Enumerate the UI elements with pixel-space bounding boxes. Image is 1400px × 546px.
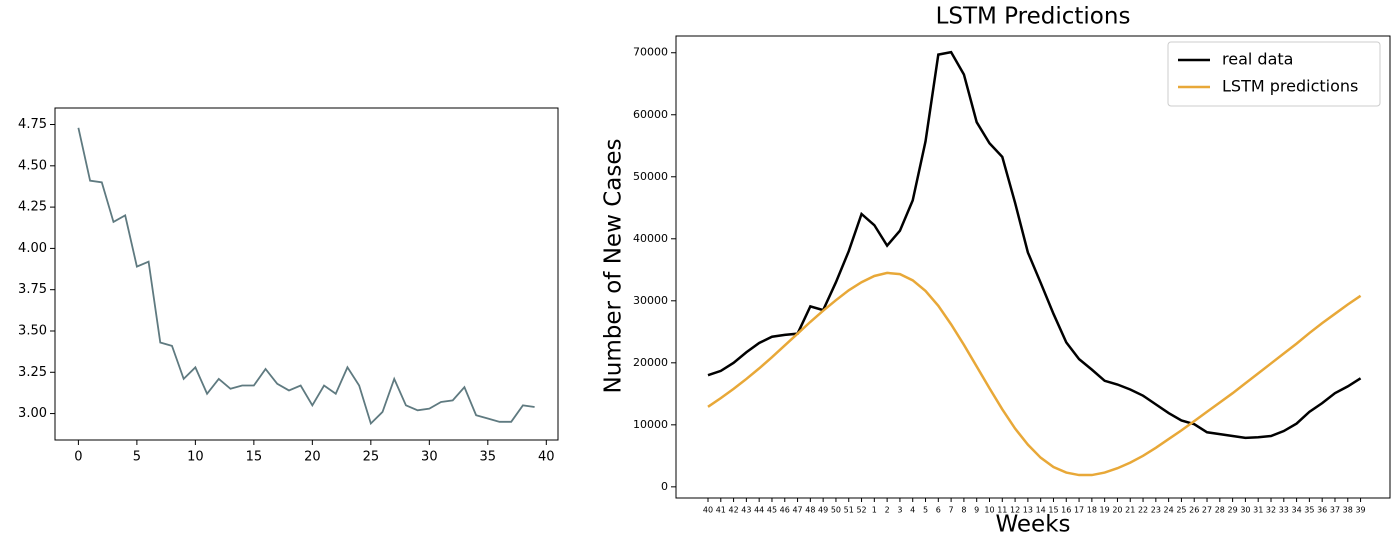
y-tick-label: 0 (661, 480, 668, 493)
x-tick-label: 20 (304, 450, 321, 465)
y-tick-label: 70000 (633, 46, 668, 59)
x-tick-label: 18 (1087, 506, 1097, 515)
x-tick-label: 15 (246, 450, 263, 465)
y-tick-label: 40000 (633, 232, 668, 245)
x-tick-label: 19 (1100, 506, 1110, 515)
x-tick-label: 6 (936, 506, 941, 515)
x-tick-label: 49 (818, 506, 828, 515)
x-tick-label: 52 (856, 506, 866, 515)
y-tick-label: 3.50 (18, 323, 47, 338)
x-tick-label: 29 (1228, 506, 1238, 515)
x-tick-label: 36 (1317, 506, 1327, 515)
x-tick-label: 3 (897, 506, 902, 515)
y-tick-label: 3.25 (18, 365, 47, 380)
x-tick-label: 1 (872, 506, 877, 515)
x-tick-label: 40 (703, 506, 713, 515)
legend-label: real data (1222, 50, 1293, 69)
chart-title: LSTM Predictions (936, 4, 1131, 30)
x-tick-label: 50 (831, 506, 841, 515)
x-tick-label: 43 (741, 506, 751, 515)
y-tick-label: 3.75 (18, 282, 47, 297)
x-tick-label: 21 (1125, 506, 1135, 515)
x-tick-label: 2 (885, 506, 890, 515)
y-tick-label: 10000 (633, 418, 668, 431)
x-tick-label: 44 (754, 506, 764, 515)
x-tick-label: 25 (1176, 506, 1186, 515)
x-tick-label: 11 (997, 506, 1007, 515)
x-tick-label: 30 (421, 450, 438, 465)
x-tick-label: 35 (480, 450, 497, 465)
y-tick-label: 4.50 (18, 158, 47, 173)
data-line (707, 50, 1362, 440)
x-tick-label: 24 (1164, 506, 1174, 515)
y-tick-label: 20000 (633, 356, 668, 369)
x-tick-label: 5 (133, 450, 141, 465)
x-tick-label: 31 (1253, 506, 1263, 515)
y-tick-label: 3.00 (18, 406, 47, 421)
x-tick-label: 46 (780, 506, 790, 515)
x-tick-label: 23 (1151, 506, 1161, 515)
x-tick-label: 30 (1240, 506, 1250, 515)
x-tick-label: 26 (1189, 506, 1199, 515)
x-tick-label: 10 (984, 506, 994, 515)
x-tick-label: 40 (538, 450, 555, 465)
x-tick-label: 14 (1036, 506, 1046, 515)
x-tick-label: 15 (1048, 506, 1058, 515)
x-tick-label: 16 (1061, 506, 1071, 515)
x-tick-label: 4 (910, 506, 915, 515)
y-tick-label: 4.00 (18, 241, 47, 256)
data-line (77, 127, 535, 426)
x-tick-label: 39 (1355, 506, 1365, 515)
y-tick-label: 4.25 (18, 200, 47, 215)
x-tick-label: 37 (1330, 506, 1340, 515)
plot-frame (54, 107, 559, 441)
x-axis-label: Weeks (996, 512, 1071, 538)
x-tick-label: 32 (1266, 506, 1276, 515)
y-axis-label: Number of New Cases (601, 139, 627, 394)
x-tick-label: 7 (949, 506, 954, 515)
x-tick-label: 48 (805, 506, 815, 515)
y-tick-label: 30000 (633, 294, 668, 307)
x-tick-label: 13 (1023, 506, 1033, 515)
x-tick-label: 45 (767, 506, 777, 515)
x-tick-label: 35 (1304, 506, 1314, 515)
x-tick-label: 38 (1343, 506, 1353, 515)
y-tick-label: 50000 (633, 170, 668, 183)
x-tick-label: 22 (1138, 506, 1148, 515)
legend-box (1167, 41, 1381, 107)
x-tick-label: 8 (961, 506, 966, 515)
x-tick-label: 28 (1215, 506, 1225, 515)
x-tick-label: 34 (1291, 506, 1301, 515)
x-tick-label: 41 (716, 506, 726, 515)
x-tick-label: 42 (728, 506, 738, 515)
x-tick-label: 20 (1112, 506, 1122, 515)
x-tick-label: 12 (1010, 506, 1020, 515)
y-tick-label: 60000 (633, 108, 668, 121)
data-line (707, 271, 1362, 477)
legend-label: LSTM predictions (1222, 77, 1358, 96)
x-tick-label: 17 (1074, 506, 1084, 515)
x-tick-label: 27 (1202, 506, 1212, 515)
x-tick-label: 33 (1279, 506, 1289, 515)
x-tick-label: 9 (974, 506, 979, 515)
x-tick-label: 47 (792, 506, 802, 515)
x-tick-label: 10 (187, 450, 204, 465)
x-tick-label: 5 (923, 506, 928, 515)
x-tick-label: 0 (74, 450, 82, 465)
x-tick-label: 25 (363, 450, 380, 465)
x-tick-label: 51 (844, 506, 854, 515)
plot-frame (675, 35, 1391, 499)
y-tick-label: 4.75 (18, 117, 47, 132)
